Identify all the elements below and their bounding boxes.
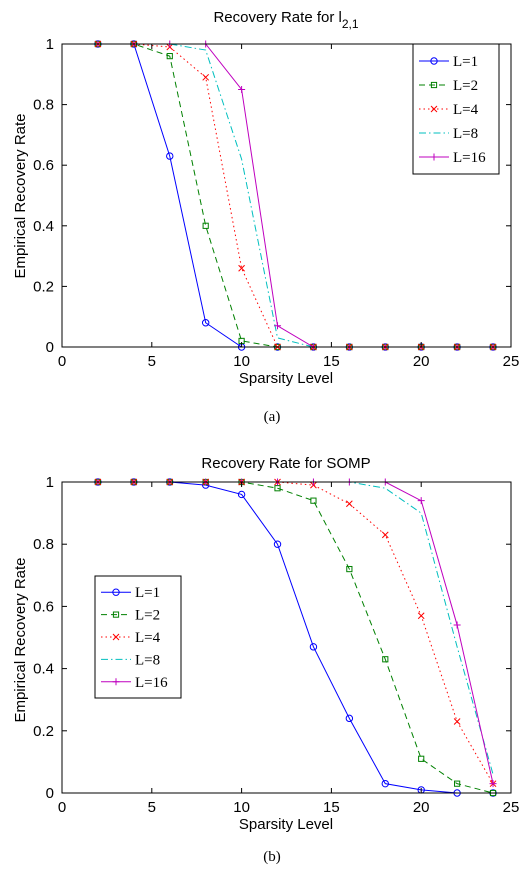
chart-a-legend-box	[412, 43, 500, 175]
chart-b-point-L4-16	[346, 500, 353, 508]
chart-b-xtick-label: 20	[413, 799, 430, 816]
chart-a-legend-marker-L1	[430, 57, 438, 65]
chart-b-legend-marker-L1	[112, 588, 120, 596]
chart-a-point-L1-6	[166, 152, 174, 160]
chart-b-caption: (b)	[263, 849, 281, 865]
chart-b-point-L16-22	[453, 621, 461, 629]
chart-a-ytick-label: 0	[46, 339, 54, 356]
chart-b-point-L4-18	[381, 531, 389, 539]
panel-b: Recovery Rate for SOMP Sparsity Level Em…	[12, 455, 519, 865]
chart-b-ytick-label: 0.2	[33, 723, 54, 740]
chart-b-point-L2-22	[454, 780, 461, 787]
chart-a-xtick-label: 5	[148, 353, 156, 370]
chart-b-axes-box	[61, 481, 512, 794]
chart-b-point-L4-22	[453, 718, 461, 725]
chart-a-legend-label: L=1	[453, 54, 478, 70]
chart-b-xtick-label: 15	[323, 799, 340, 816]
chart-b-point-L1-10	[237, 490, 246, 499]
chart-b-legend-label: L=1	[135, 585, 160, 601]
chart-a-legend-label: L=16	[453, 150, 486, 166]
chart-b-point-L2-14	[310, 497, 317, 504]
chart-b-legend-box	[94, 575, 182, 699]
chart-b-point-L1-12	[273, 540, 282, 548]
chart-b-ytick-label: 0	[46, 785, 54, 802]
chart-a-legend-label: L=2	[453, 78, 478, 94]
chart-b-legend-label: L=8	[135, 652, 160, 668]
chart-a-ytick-label: 1	[46, 36, 54, 53]
chart-a-xtick-label: 10	[233, 353, 250, 370]
chart-a-legend-marker-L4	[430, 105, 438, 113]
chart-a-point-L1-8	[201, 319, 210, 327]
chart-b-point-L16-24	[489, 780, 497, 788]
chart-a-legend-marker-L16	[430, 153, 438, 161]
chart-b-legend-label: L=16	[135, 675, 168, 691]
chart-b-point-L2-18	[382, 656, 389, 663]
chart-b-ytick-label: 0.6	[33, 598, 54, 615]
chart-a-xtick-label: 20	[413, 353, 430, 370]
chart-b-legend: L=1 L=2 L=4 L=8 L=16	[94, 575, 182, 699]
chart-b-plot: 0 5 10 15 20 25 0 0.2 0.4 0.6 0.8 1 L=1 L=2 L=4 L=8 L=16	[33, 474, 519, 816]
chart-b-point-L1-16	[345, 714, 354, 723]
chart-b-xtick-label: 25	[503, 799, 520, 816]
chart-a-legend-marker-L2	[430, 81, 438, 89]
chart-a-xtick-label: 25	[503, 353, 520, 370]
chart-a-legend-label: L=8	[453, 126, 478, 142]
chart-b-ytick-label: 1	[46, 474, 54, 491]
chart-b-xtick-label: 0	[58, 799, 66, 816]
chart-a-point-L16-12	[274, 322, 282, 330]
chart-a-point-L4-8	[202, 73, 210, 81]
chart-b-legend-marker-L2	[112, 611, 120, 618]
chart-a-legend-label: L=4	[453, 102, 479, 118]
chart-b-point-L2-20	[418, 755, 425, 762]
chart-a-legend: L=1 L=2 L=4 L=8 L=16	[412, 43, 500, 175]
chart-a-xlabel: Sparsity Level	[239, 370, 333, 387]
chart-b-ytick-label: 0.4	[33, 661, 54, 678]
chart-a-caption: (a)	[264, 409, 281, 425]
chart-a-ytick-label: 0.6	[33, 157, 54, 174]
chart-a-title: Recovery Rate for l2,1	[213, 9, 358, 31]
panel-a: Recovery Rate for l2,1 Sparsity Level Em…	[12, 9, 519, 425]
chart-a-ytick-label: 0.4	[33, 218, 54, 235]
chart-a-point-L2-6	[166, 53, 173, 60]
chart-a-ytick-label: 0.8	[33, 97, 54, 114]
chart-a-ylabel: Empirical Recovery Rate	[12, 113, 29, 278]
chart-b-point-L4-20	[417, 612, 425, 620]
chart-b-legend-marker-L16	[112, 678, 120, 686]
chart-b-ylabel: Empirical Recovery Rate	[12, 557, 29, 722]
chart-b-legend-marker-L4	[112, 633, 120, 641]
chart-a-plot: 0 5 10 15 20 25 0 0.2 0.4 0.6 0.8 1 L=1 L=2 L=4 L=8 L=16	[33, 36, 519, 370]
chart-a-xtick-label: 15	[323, 353, 340, 370]
chart-b-ytick-label: 0.8	[33, 536, 54, 553]
chart-b-point-L2-12	[274, 485, 281, 492]
chart-b-series-L4-line	[97, 481, 494, 784]
chart-b-legend-label: L=4	[135, 630, 161, 646]
chart-b-point-L2-16	[346, 565, 353, 573]
chart-b-point-L1-14	[309, 643, 318, 651]
chart-b-xtick-label: 10	[233, 799, 250, 816]
chart-a-point-L4-10	[238, 264, 245, 272]
chart-b-xtick-label: 5	[148, 799, 156, 816]
chart-b-point-L16-20	[417, 497, 425, 505]
chart-b-legend-label: L=2	[135, 608, 160, 624]
chart-b-title: Recovery Rate for SOMP	[201, 455, 370, 472]
chart-a-axes-box	[61, 43, 512, 348]
chart-a-xtick-label: 0	[58, 353, 66, 370]
chart-b-xlabel: Sparsity Level	[239, 816, 333, 833]
chart-a-ytick-label: 0.2	[33, 278, 54, 295]
chart-a-point-L16-10	[238, 85, 246, 93]
chart-b-series-L8-line	[97, 481, 494, 775]
chart-a-point-L2-8	[202, 222, 209, 229]
chart-b-point-L1-18	[381, 779, 389, 788]
